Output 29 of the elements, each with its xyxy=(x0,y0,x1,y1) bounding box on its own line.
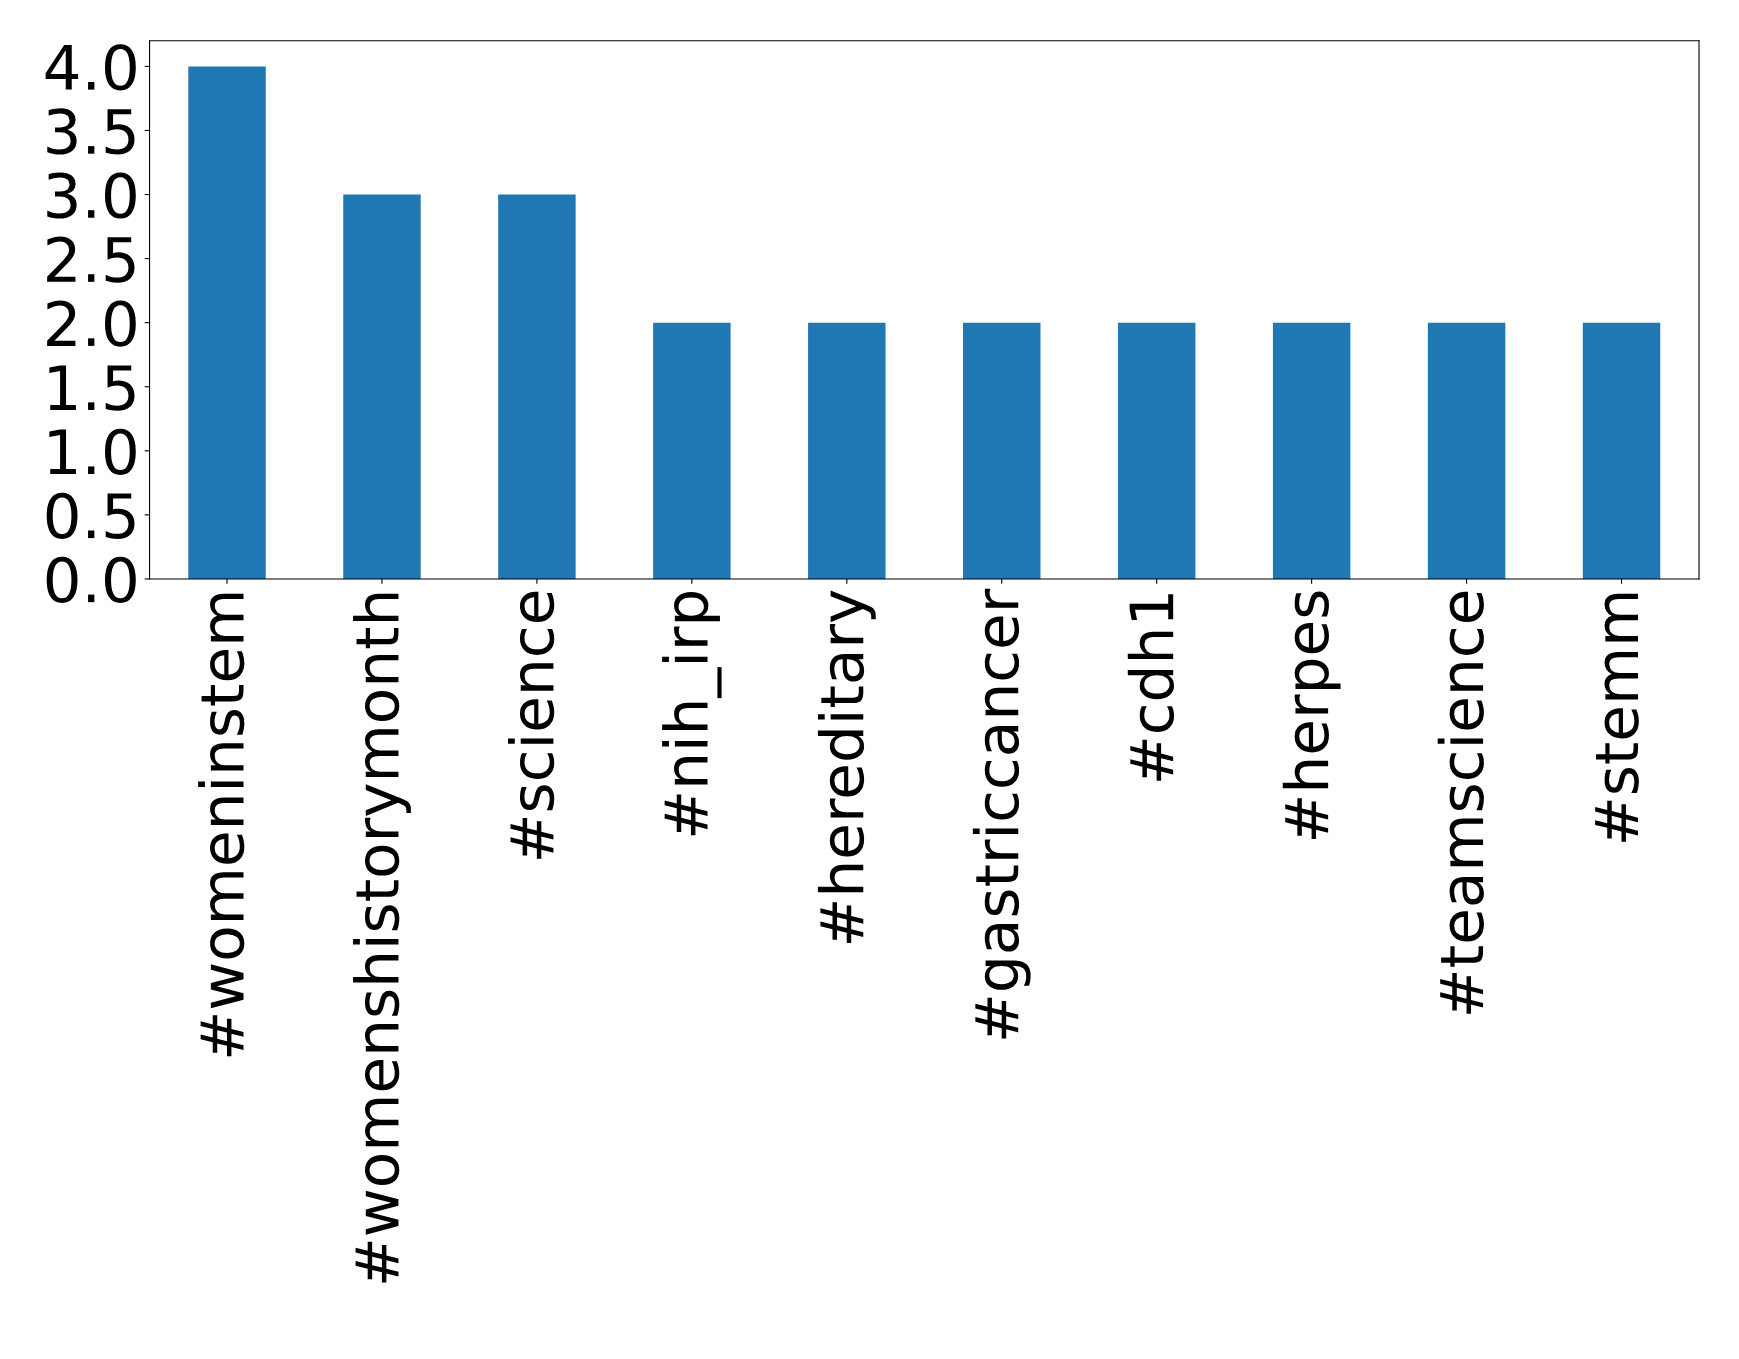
y-tick-label: 2.0 xyxy=(47,300,136,347)
bar xyxy=(1272,322,1351,579)
bar xyxy=(1582,322,1661,579)
x-tick-label: #hereditary xyxy=(817,590,876,944)
x-tick-label: #nih_irp xyxy=(662,591,722,836)
x-tick-label: #womeninstem xyxy=(198,593,245,1057)
x-tick-label: #cdh1 xyxy=(1127,594,1175,781)
y-tick-label: 0.0 xyxy=(46,556,136,604)
y-tick-label: 4.0 xyxy=(45,44,136,91)
bar xyxy=(343,194,421,579)
bar xyxy=(188,66,266,579)
y-tick-label: 2.5 xyxy=(47,236,135,283)
bar xyxy=(1117,322,1196,579)
bar xyxy=(1427,322,1506,579)
x-tick-label: #gastriccancer xyxy=(972,588,1031,1039)
bar xyxy=(808,322,886,579)
y-tick-label: 3.0 xyxy=(47,172,136,219)
y-tick-label: 3.5 xyxy=(47,108,135,155)
bar xyxy=(653,322,731,579)
y-tick-label: 0.5 xyxy=(46,492,135,539)
x-tick-label: #womenshistorymonth xyxy=(353,593,411,1283)
x-tick-label: #science xyxy=(508,591,555,859)
y-tick-label: 1.5 xyxy=(49,365,135,411)
bar xyxy=(963,322,1041,579)
x-tick-label: #teamscience xyxy=(1437,591,1484,1014)
y-tick-label: 1.0 xyxy=(49,428,136,475)
x-tick-label: #stemm xyxy=(1595,593,1639,842)
bar xyxy=(498,194,576,579)
x-tick-label: #herpes xyxy=(1282,591,1341,840)
